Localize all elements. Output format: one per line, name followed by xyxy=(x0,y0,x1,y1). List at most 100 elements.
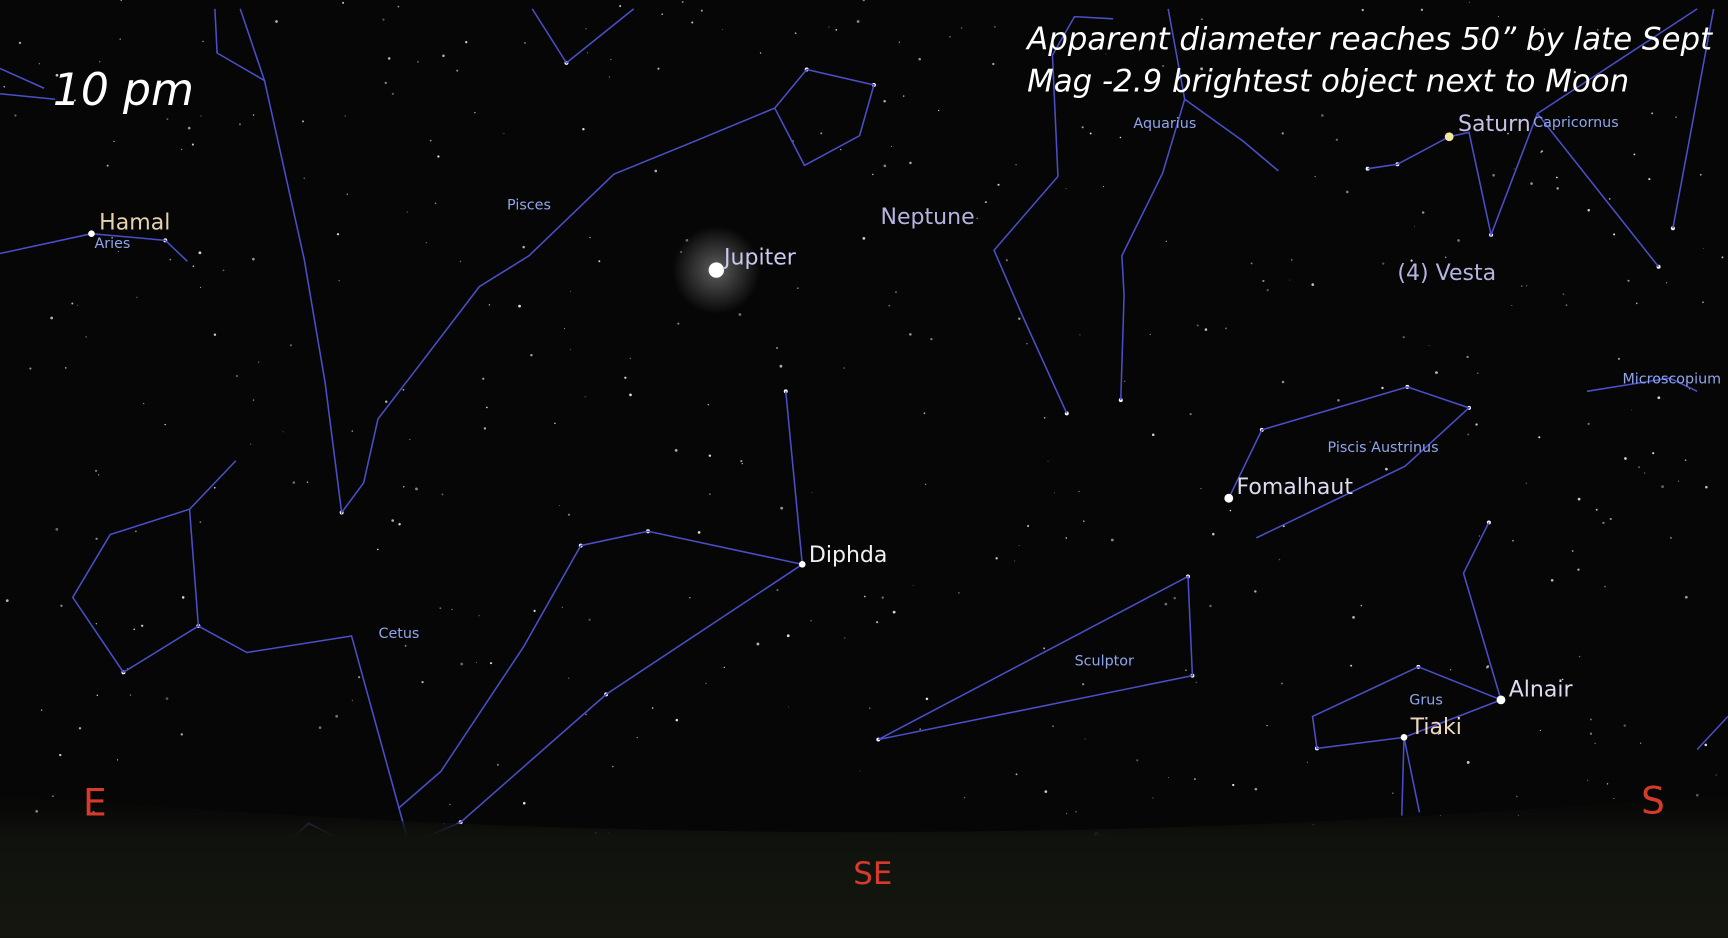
object-label: Hamal xyxy=(99,210,170,235)
star xyxy=(1278,558,1281,561)
star xyxy=(302,120,304,123)
cardinal-direction: E xyxy=(83,781,107,825)
star xyxy=(397,5,400,8)
star xyxy=(1005,259,1008,262)
star xyxy=(1512,539,1514,542)
star xyxy=(434,202,437,205)
star xyxy=(1173,596,1176,600)
star xyxy=(1657,396,1661,400)
star xyxy=(1623,724,1626,727)
star xyxy=(1507,132,1509,135)
star xyxy=(1525,482,1528,484)
star xyxy=(129,694,132,696)
star xyxy=(29,367,32,370)
star xyxy=(1081,126,1084,129)
star xyxy=(1521,285,1523,287)
star xyxy=(856,20,860,23)
star xyxy=(1525,285,1528,287)
star xyxy=(1052,725,1054,727)
star xyxy=(1573,71,1576,74)
star xyxy=(1196,324,1199,327)
star xyxy=(252,399,255,401)
star xyxy=(558,505,560,507)
star xyxy=(1606,783,1609,785)
star xyxy=(1555,176,1558,179)
star xyxy=(1291,259,1293,261)
star xyxy=(780,506,784,510)
star xyxy=(116,759,119,761)
star xyxy=(119,38,121,40)
star xyxy=(554,422,556,425)
star xyxy=(651,707,654,709)
star xyxy=(3,85,6,88)
star xyxy=(561,606,563,608)
star xyxy=(1638,466,1640,468)
star xyxy=(756,642,760,646)
star xyxy=(629,393,632,397)
star xyxy=(522,245,525,249)
star xyxy=(902,95,905,97)
star xyxy=(839,148,842,151)
star xyxy=(202,40,204,43)
star xyxy=(522,801,526,805)
constellation-label: Sculptor xyxy=(1075,654,1134,670)
star xyxy=(50,316,54,320)
star xyxy=(1541,150,1544,153)
star xyxy=(1065,537,1068,539)
star xyxy=(1627,279,1630,282)
star xyxy=(335,714,339,718)
star xyxy=(1670,226,1675,231)
star xyxy=(387,57,391,60)
star xyxy=(200,286,202,288)
star xyxy=(318,726,322,729)
star xyxy=(140,624,144,627)
star xyxy=(611,765,614,768)
star xyxy=(1633,153,1636,156)
star xyxy=(351,699,354,702)
star xyxy=(708,454,712,457)
star xyxy=(238,123,241,126)
star xyxy=(1193,778,1196,781)
star xyxy=(741,462,743,465)
star xyxy=(1617,357,1621,360)
star xyxy=(1015,773,1018,776)
star xyxy=(1666,282,1668,284)
star xyxy=(143,402,145,405)
star xyxy=(722,28,724,30)
star xyxy=(235,374,239,378)
object-label: Neptune xyxy=(881,205,975,230)
constellation-label: Cetus xyxy=(378,626,419,642)
star xyxy=(738,313,742,316)
star xyxy=(459,260,462,263)
star xyxy=(488,304,491,306)
star xyxy=(995,557,998,560)
star xyxy=(881,596,884,599)
constellation-label: Pisces xyxy=(507,197,551,213)
star xyxy=(1200,487,1202,490)
star xyxy=(585,713,587,716)
star xyxy=(456,69,459,72)
star xyxy=(586,52,589,54)
star xyxy=(441,493,444,496)
star xyxy=(358,676,361,679)
star xyxy=(657,67,660,70)
star xyxy=(1105,53,1107,55)
star xyxy=(1467,433,1470,436)
star xyxy=(1702,247,1704,249)
star xyxy=(292,481,296,484)
star xyxy=(1402,336,1405,339)
star xyxy=(564,328,565,330)
star xyxy=(99,61,101,63)
star xyxy=(636,737,638,739)
star xyxy=(1661,485,1664,488)
star xyxy=(794,32,797,34)
star xyxy=(629,357,632,360)
star xyxy=(923,412,926,415)
star xyxy=(391,92,395,96)
star xyxy=(1352,616,1355,619)
star xyxy=(1648,177,1651,181)
star xyxy=(199,521,202,523)
star xyxy=(1602,521,1605,525)
star xyxy=(993,25,996,28)
star xyxy=(1511,304,1513,306)
